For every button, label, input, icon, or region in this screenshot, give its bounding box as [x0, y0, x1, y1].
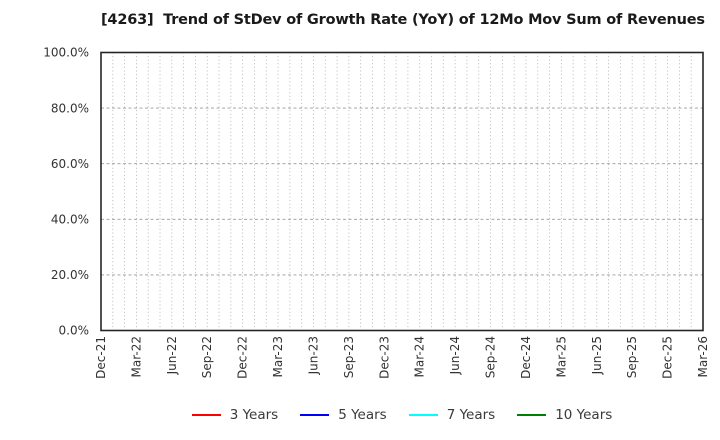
x-tick-label: Mar-24 [413, 336, 427, 377]
chart-title: [4263] Trend of StDev of Growth Rate (Yo… [101, 12, 705, 28]
x-tick-label: Dec-25 [661, 336, 675, 379]
legend-item-7-years: 7 Years [404, 407, 501, 423]
x-tick-label: Sep-24 [484, 336, 498, 378]
legend-item-3-years: 3 Years [187, 407, 284, 423]
legend-line-swatch-green [517, 413, 547, 417]
legend-item-5-years: 5 Years [295, 407, 392, 423]
x-tick-label: Jun-23 [306, 336, 320, 375]
legend-line-swatch-cyan [408, 413, 438, 417]
x-tick-label: Dec-22 [236, 336, 250, 379]
x-tick-label: Sep-23 [342, 336, 356, 378]
plot-frame [100, 51, 704, 332]
x-tick-label: Mar-22 [129, 336, 143, 377]
y-tick-label: 60.0% [51, 157, 89, 171]
x-tick-label: Dec-23 [377, 336, 391, 379]
x-tick-label: Jun-24 [448, 336, 462, 375]
x-tick-label: Mar-25 [554, 336, 568, 377]
legend-label: 5 Years [338, 407, 387, 423]
x-tick-label: Jun-22 [165, 336, 179, 375]
legend-item-10-years: 10 Years [512, 407, 617, 423]
x-tick-label: Sep-25 [625, 336, 639, 378]
y-tick-label: 100.0% [43, 46, 89, 60]
x-tick-label: Mar-23 [271, 336, 285, 377]
y-tick-label: 0.0% [59, 324, 90, 338]
x-tick-label: Dec-24 [519, 336, 533, 379]
x-tick-label: Jun-25 [590, 336, 604, 375]
x-tick-label: Dec-21 [94, 336, 108, 379]
legend-label: 7 Years [446, 407, 496, 423]
legend-label: 10 Years [555, 407, 613, 423]
legend: 3 Years 5 Years 7 Years 10 Years [101, 403, 703, 427]
y-tick-label: 40.0% [51, 213, 89, 227]
legend-label: 3 Years [229, 407, 279, 423]
y-tick-label: 80.0% [51, 101, 89, 115]
x-tick-label: Mar-26 [696, 336, 710, 377]
legend-line-swatch-red [191, 413, 221, 417]
y-tick-label: 20.0% [51, 268, 89, 282]
legend-line-swatch-blue [300, 413, 330, 417]
x-tick-label: Sep-22 [200, 336, 214, 378]
